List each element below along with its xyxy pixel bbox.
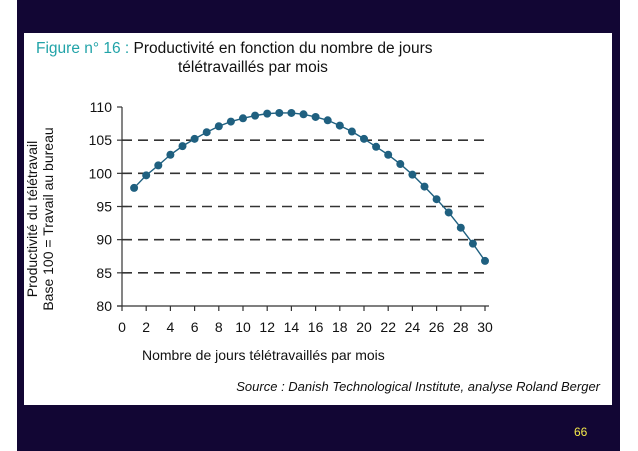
data-point bbox=[190, 134, 199, 143]
x-tick-label: 20 bbox=[356, 319, 372, 335]
y-tick-label: 110 bbox=[90, 99, 113, 115]
slide: Figure n° 16 : Productivité en fonction … bbox=[17, 0, 620, 451]
data-point bbox=[360, 134, 368, 143]
figure-title: Figure n° 16 : Productivité en fonction … bbox=[36, 39, 596, 77]
data-point bbox=[287, 108, 296, 117]
x-tick-label: 14 bbox=[284, 319, 300, 335]
data-point bbox=[468, 239, 477, 248]
data-point bbox=[323, 116, 332, 125]
x-tick-label: 30 bbox=[477, 319, 493, 335]
title-line-2: télétravaillés par mois bbox=[178, 59, 328, 76]
data-point bbox=[154, 161, 163, 170]
data-point bbox=[444, 208, 453, 217]
y-tick-label: 105 bbox=[89, 132, 113, 148]
data-point bbox=[202, 128, 211, 137]
x-tick-label: 6 bbox=[191, 319, 199, 335]
data-point bbox=[396, 160, 405, 169]
data-point bbox=[142, 171, 151, 180]
x-tick-label: 12 bbox=[259, 319, 275, 335]
y-tick-label: 90 bbox=[96, 232, 112, 248]
y-tick-label: 85 bbox=[96, 265, 112, 281]
data-point bbox=[263, 109, 272, 118]
x-tick-label: 0 bbox=[118, 319, 126, 335]
x-tick-label: 8 bbox=[215, 319, 223, 335]
x-tick-label: 16 bbox=[308, 319, 324, 335]
data-point bbox=[239, 114, 247, 123]
x-tick-label: 26 bbox=[429, 319, 445, 335]
data-point bbox=[275, 108, 284, 117]
data-point bbox=[335, 121, 344, 130]
x-tick-label: 4 bbox=[167, 319, 175, 335]
page-number: 66 bbox=[574, 425, 588, 439]
data-point bbox=[226, 117, 235, 126]
series-line bbox=[133, 112, 486, 262]
x-tick-label: 10 bbox=[235, 319, 251, 335]
x-tick-label: 24 bbox=[405, 319, 421, 335]
figure-panel: Figure n° 16 : Productivité en fonction … bbox=[24, 33, 612, 405]
y-tick-label: 100 bbox=[89, 165, 113, 181]
x-tick-label: 22 bbox=[380, 319, 396, 335]
data-point bbox=[299, 110, 308, 119]
data-point bbox=[420, 182, 429, 191]
y-tick-label: 80 bbox=[96, 298, 112, 314]
data-point bbox=[372, 142, 381, 151]
data-point bbox=[311, 112, 320, 121]
data-point bbox=[384, 150, 393, 159]
data-point bbox=[178, 142, 187, 151]
data-point bbox=[456, 223, 465, 232]
data-point bbox=[251, 111, 260, 120]
data-point bbox=[432, 195, 441, 204]
data-point bbox=[347, 127, 356, 136]
figure-label: Figure n° 16 : bbox=[36, 40, 130, 57]
x-tick-label: 18 bbox=[332, 319, 348, 335]
source-note: Source : Danish Technological Institute,… bbox=[236, 379, 600, 394]
title-line-1: Productivité en fonction du nombre de jo… bbox=[129, 40, 433, 57]
x-tick-label: 28 bbox=[453, 319, 469, 335]
data-point bbox=[214, 122, 223, 131]
x-tick-label: 2 bbox=[142, 319, 150, 335]
data-point bbox=[481, 256, 489, 265]
data-point bbox=[166, 150, 175, 159]
y-tick-label: 95 bbox=[96, 199, 112, 215]
data-point bbox=[408, 170, 417, 179]
x-axis-label: Nombre de jours télétravaillés par mois bbox=[142, 347, 385, 363]
data-point bbox=[130, 183, 139, 192]
